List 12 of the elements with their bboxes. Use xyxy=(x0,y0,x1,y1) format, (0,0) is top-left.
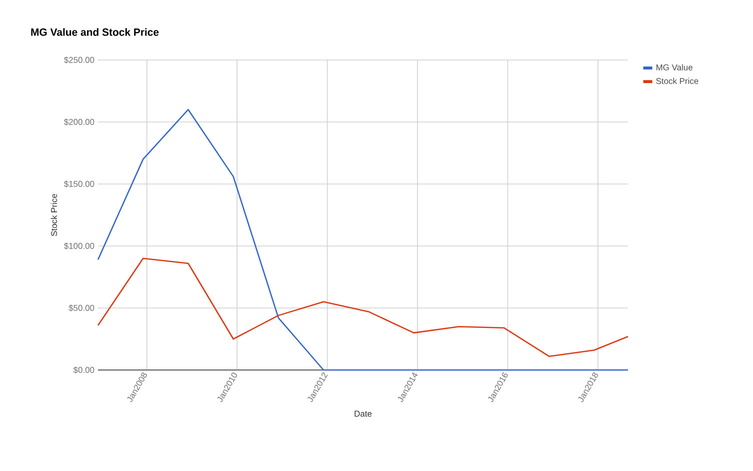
y-axis-title: Stock Price xyxy=(50,194,58,236)
x-axis-title: Date xyxy=(354,410,372,417)
legend-label: Stock Price xyxy=(656,78,698,84)
legend-label: MG Value xyxy=(656,64,692,70)
y-tick-label: $250.00 xyxy=(64,56,94,64)
y-tick-label: $100.00 xyxy=(64,242,94,250)
y-tick-label: $0.00 xyxy=(73,366,94,374)
y-tick-label: $200.00 xyxy=(64,118,94,126)
y-tick-label: $150.00 xyxy=(64,180,94,188)
y-tick-label: $50.00 xyxy=(68,304,94,312)
line-series xyxy=(97,258,629,358)
chart-title: MG Value and Stock Price xyxy=(31,28,159,36)
